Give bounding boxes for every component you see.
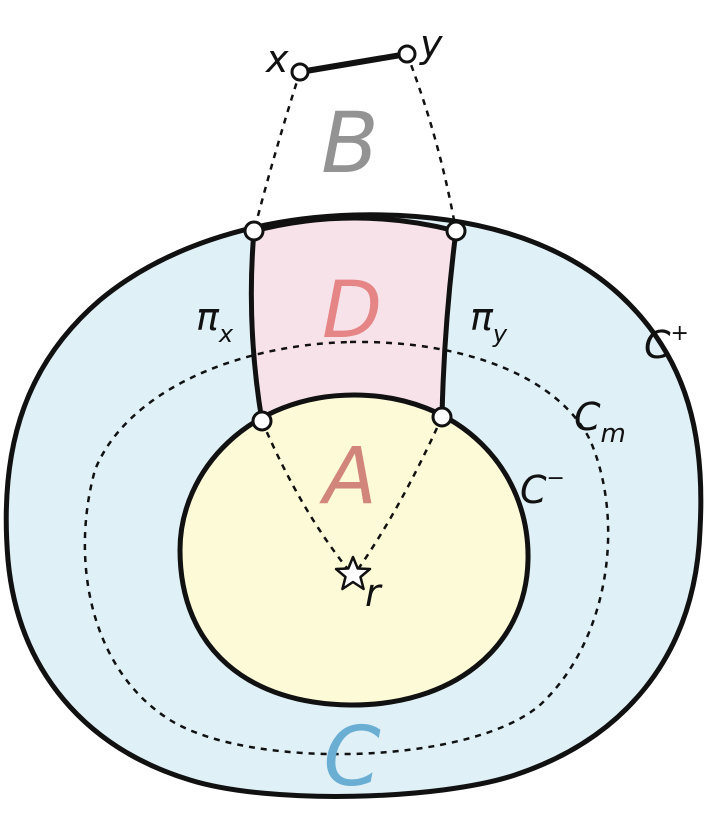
vertex-x [290,62,310,82]
point-label-y: y [419,22,443,66]
c-minus-sup: − [547,466,565,491]
c-minus-name: C [520,468,547,512]
path-label-pi-x: πx [196,295,234,348]
star-icon [334,555,372,591]
c-plus-name: C [644,323,671,367]
curve-label-c-m: Cm [574,395,626,449]
pi-y-sub: y [492,320,508,348]
region-label-d: D [322,266,382,356]
vertex-pi-y-inner [431,406,453,428]
region-d-top-edge [253,215,457,234]
path-pi-x-line [248,230,265,422]
region-label-b: B [321,94,379,192]
dashed-pi-y-to-r [354,416,444,573]
dashed-x-to-pi-x [252,71,302,232]
c-m-name: C [574,395,601,439]
c-plus-sup: + [671,321,689,346]
pi-x-name: π [196,295,220,339]
region-d-shape [251,218,456,421]
point-label-x: x [265,37,289,81]
pi-y-name: π [470,295,494,339]
vertex-pi-x-outer [243,220,265,242]
vertex-pi-x-inner [251,410,273,432]
c-m-sub: m [601,419,626,449]
path-label-pi-y: πy [470,295,508,348]
pi-x-sub: x [218,320,234,348]
dashed-y-to-pi-y [405,53,458,232]
path-pi-y-line [439,230,459,418]
vertex-y [397,44,417,64]
region-label-a: A [318,432,376,522]
vertex-pi-y-outer [445,220,467,242]
inner-curve-c-minus [177,392,531,708]
middle-curve-c-m [83,340,610,756]
point-label-r: r [365,571,383,615]
edge-x-y [299,51,408,75]
region-label-c: C [323,710,380,805]
curve-label-c-minus: C− [520,466,565,512]
curve-label-c-plus: C+ [644,321,689,367]
